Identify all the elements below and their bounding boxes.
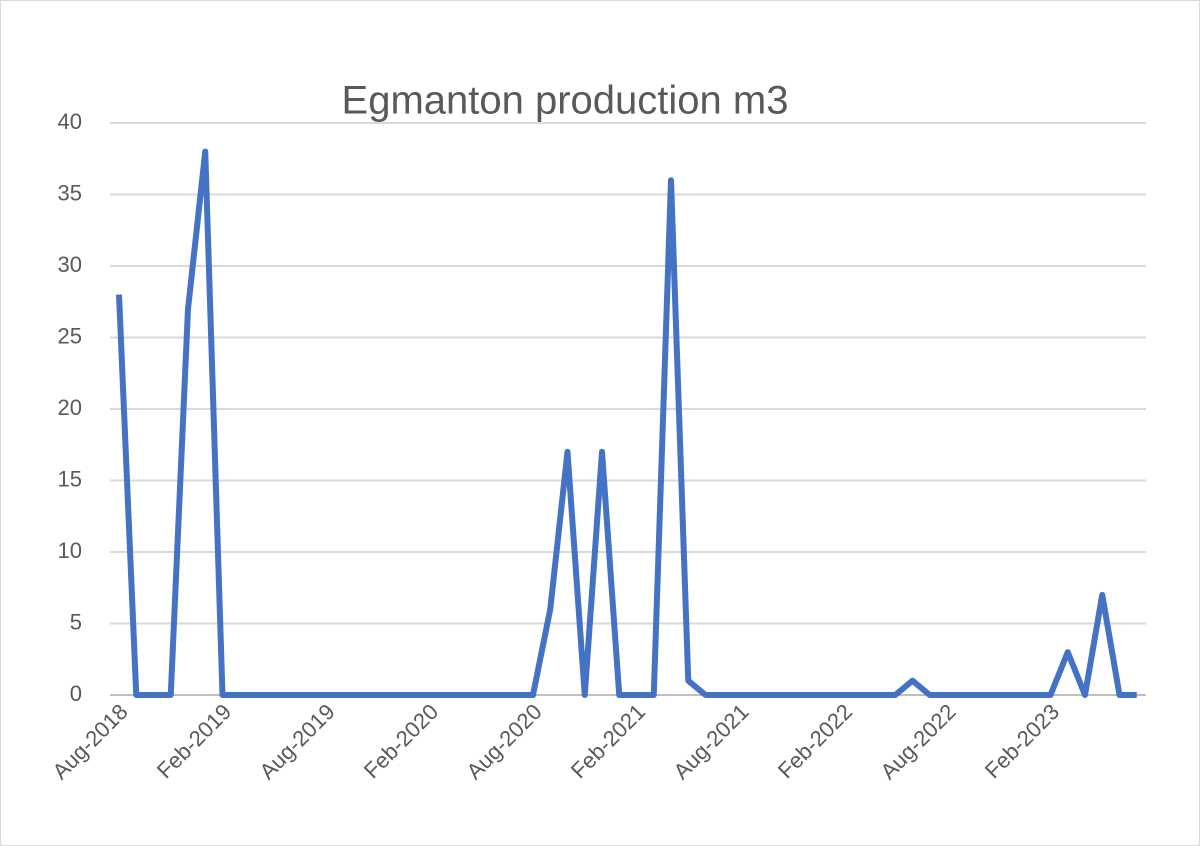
chart-title: Egmanton production m3	[342, 79, 789, 123]
data-line	[116, 148, 1137, 698]
y-tick-label: 20	[58, 395, 82, 420]
y-tick-label: 10	[58, 538, 82, 563]
y-tick-label: 40	[58, 109, 82, 134]
y-tick-label: 15	[58, 466, 82, 491]
y-tick-label: 35	[58, 180, 82, 205]
y-tick-label: 0	[70, 681, 82, 706]
y-tick-label: 30	[58, 252, 82, 277]
y-tick-label: 5	[70, 609, 82, 634]
y-tick-label: 25	[58, 323, 82, 348]
